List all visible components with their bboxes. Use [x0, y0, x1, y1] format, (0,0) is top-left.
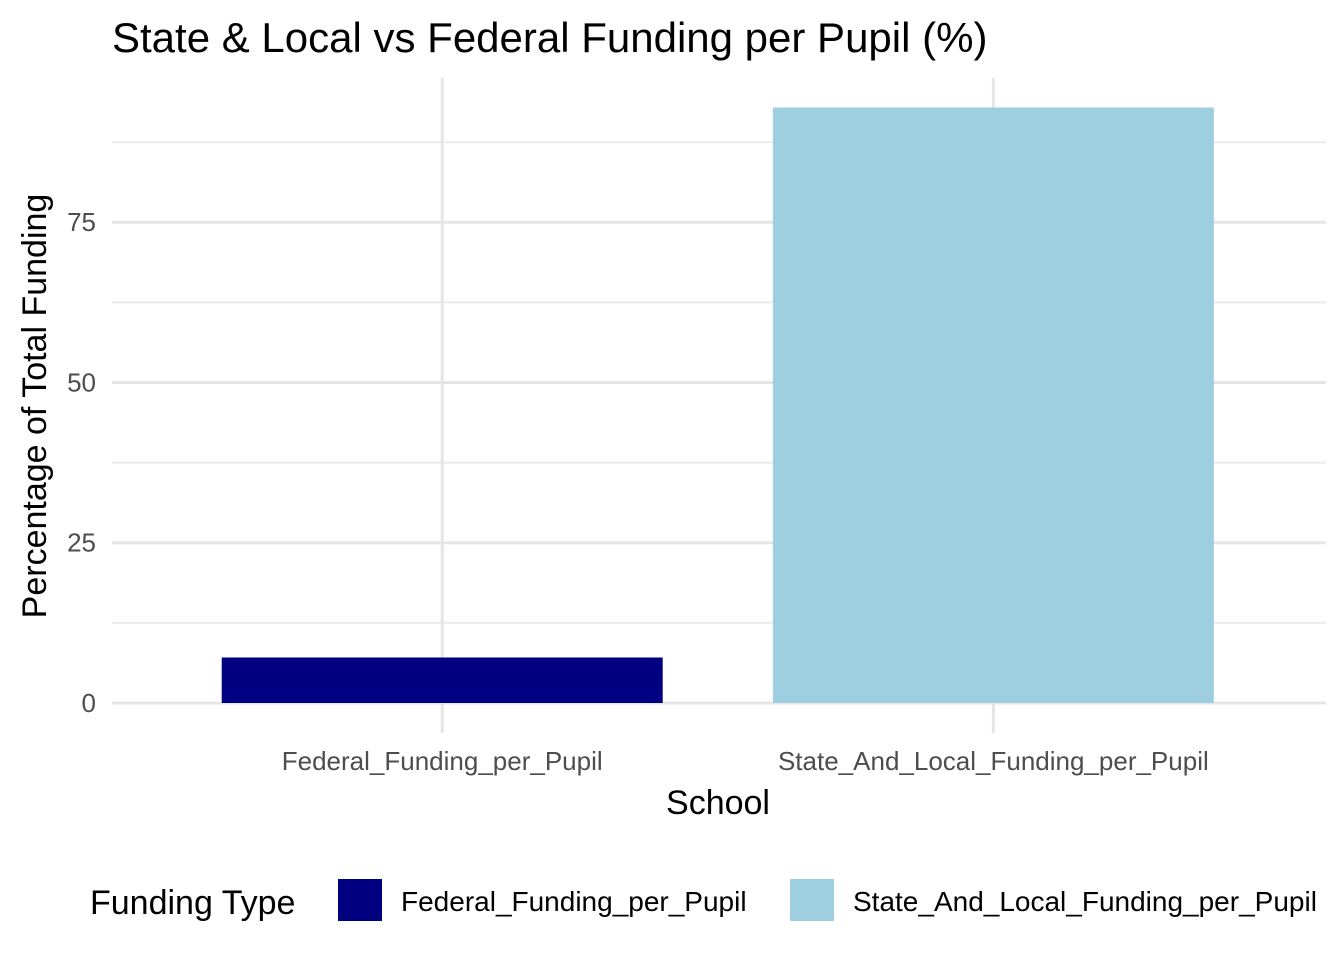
- legend-key: [790, 879, 834, 921]
- legend: Funding Type Federal_Funding_per_Pupil St…: [90, 879, 1317, 922]
- bar: [221, 657, 663, 703]
- y-tick-label: 25: [67, 528, 96, 558]
- x-tick-label: Federal_Funding_per_Pupil: [282, 746, 603, 776]
- x-axis-title: School: [666, 784, 770, 822]
- legend-key: [338, 879, 382, 921]
- bar: [772, 107, 1214, 703]
- bars: [221, 107, 1214, 703]
- x-tick-label: State_And_Local_Funding_per_Pupil: [778, 746, 1209, 776]
- y-tick-label: 75: [67, 207, 96, 237]
- x-tick-labels: Federal_Funding_per_Pupil State_And_Local…: [282, 746, 1209, 776]
- y-tick-label: 0: [82, 688, 96, 718]
- y-tick-labels: 0 25 50 75: [67, 207, 96, 718]
- legend-label: Federal_Funding_per_Pupil: [401, 886, 747, 917]
- y-tick-label: 50: [67, 367, 96, 397]
- legend-label: State_And_Local_Funding_per_Pupil: [853, 886, 1317, 917]
- chart-title: State & Local vs Federal Funding per Pup…: [112, 14, 987, 61]
- legend-title: Funding Type: [90, 884, 295, 922]
- y-axis-title: Percentage of Total Funding: [16, 194, 54, 619]
